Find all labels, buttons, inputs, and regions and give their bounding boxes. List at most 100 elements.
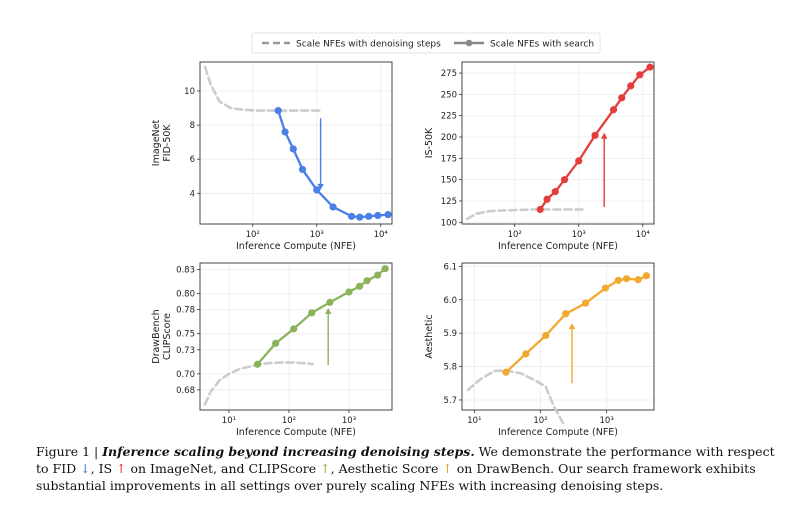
search-series-point [308, 309, 316, 317]
y-tick-label: 100 [441, 218, 457, 228]
chart-panel-3: 10¹ 10² 10³ 0.68 0.70 0.73 0.75 0.78 0.80 0.83 Inf… [151, 262, 393, 438]
baseline-series-line [203, 65, 324, 112]
improvement-arrow-head [317, 183, 324, 190]
x-axis-label: Inference Compute (NFE) [498, 427, 618, 438]
search-series-point [326, 298, 334, 306]
gridlines [200, 62, 392, 224]
caption-title: Inference scaling beyond increasing deno… [102, 444, 475, 459]
caption-text-1: We demonstrate the performance with resp… [36, 444, 775, 476]
search-series-point [642, 272, 651, 280]
gridlines [462, 62, 654, 224]
chart-panel-1: 10² 10³ 10⁴ 4 6 8 10 Inference Compute (NFE) Ima… [151, 61, 393, 252]
y-axis-label: FID-50K [162, 124, 173, 162]
caption-text-3: on ImageNet, and CLIPScore [126, 461, 321, 476]
x-axis-label: Inference Compute (NFE) [498, 241, 618, 252]
y-tick-label: 0.70 [176, 370, 195, 380]
search-series-line [505, 274, 647, 374]
caption-aesthetic-arrow: ↑ [442, 461, 453, 476]
y-tick-label: 0.75 [176, 330, 195, 340]
y-tick-label: 6 [190, 155, 195, 165]
search-series-point [627, 82, 635, 90]
search-series-point [562, 310, 570, 318]
x-tick-label: 10² [508, 230, 522, 240]
y-tick-label: 8 [190, 121, 195, 131]
x-tick-label: 10³ [600, 416, 614, 426]
x-axis-label: Inference Compute (NFE) [236, 241, 356, 252]
search-series-point [522, 350, 530, 358]
caption-is-arrow: ↑ [116, 461, 127, 476]
search-series-point [622, 275, 631, 283]
caption-label: Figure 1 | [36, 444, 99, 459]
search-series-point [272, 339, 280, 347]
search-series-point [290, 325, 298, 333]
caption-clipscore-arrow: ↑ [320, 461, 331, 476]
chart-panel-2: 10² 10³ 10⁴ 100 125 150 175 200 225 250 275 Inferen… [424, 61, 655, 252]
search-series-point [274, 107, 282, 115]
y-axis-label: ImageNet [151, 120, 162, 167]
y-axis-label: Aesthetic [424, 314, 435, 358]
search-series-point [634, 276, 642, 284]
y-tick-label: 225 [441, 112, 457, 122]
improvement-arrow-head [600, 132, 608, 139]
search-series-point [374, 211, 382, 220]
search-series-point [374, 271, 382, 279]
search-series-point [356, 213, 364, 221]
y-tick-label: 0.80 [176, 290, 195, 300]
y-tick-label: 5.8 [443, 363, 457, 373]
gridlines [462, 263, 654, 410]
search-series-point [329, 203, 337, 211]
baseline-series-line [465, 208, 586, 221]
x-tick-label: 10⁴ [374, 230, 389, 240]
search-series-point [591, 131, 599, 139]
y-tick-label: 150 [441, 176, 457, 186]
x-tick-label: 10² [533, 416, 547, 426]
search-series-point [313, 186, 321, 194]
search-series-point [560, 176, 569, 184]
search-series-point [618, 94, 626, 102]
search-series-point [502, 368, 510, 376]
search-series-point [581, 299, 590, 307]
search-series-point [551, 188, 559, 196]
search-series-point [381, 265, 389, 273]
search-series-point [543, 195, 551, 203]
y-tick-label: 5.7 [443, 396, 457, 406]
search-series-line [277, 110, 389, 219]
y-axis-label: CLIPScore [162, 313, 173, 360]
x-tick-label: 10² [282, 416, 296, 426]
x-tick-label: 10⁴ [636, 230, 651, 240]
y-tick-label: 0.73 [176, 346, 195, 356]
search-series-point [636, 71, 644, 79]
x-axis-label: Inference Compute (NFE) [236, 427, 356, 438]
axes-frame [199, 61, 393, 225]
y-tick-label: 10 [184, 87, 195, 97]
improvement-arrow-head [568, 323, 576, 330]
legend-search-label: Scale NFEs with search [490, 40, 594, 50]
search-series-point [646, 63, 654, 71]
axes-frame [199, 262, 393, 411]
legend: Scale NFEs with denoising steps Scale NF… [251, 32, 601, 54]
y-tick-label: 175 [441, 154, 457, 164]
search-series-point [536, 205, 544, 214]
x-tick-label: 10³ [572, 230, 586, 240]
search-series-point [253, 360, 262, 368]
y-axis-label: IS-50K [424, 127, 435, 158]
legend-search-marker [465, 39, 473, 47]
y-tick-label: 0.83 [176, 265, 195, 275]
search-series-point [347, 212, 356, 220]
y-tick-label: 0.78 [176, 306, 195, 316]
search-series-point [384, 211, 392, 219]
y-tick-label: 6.1 [443, 262, 457, 272]
caption-fid-arrow: ↓ [80, 461, 91, 476]
y-axis-label: DrawBench [151, 309, 162, 363]
search-series-point [609, 106, 618, 114]
y-tick-label: 275 [441, 69, 457, 79]
search-series-point [355, 282, 364, 290]
caption-text-4: , Aesthetic Score [330, 461, 443, 476]
x-tick-label: 10¹ [222, 416, 236, 426]
x-tick-label: 10² [246, 230, 260, 240]
y-tick-label: 200 [441, 133, 457, 143]
y-tick-label: 250 [441, 90, 457, 100]
x-tick-label: 10³ [342, 416, 356, 426]
search-series-point [363, 277, 371, 285]
x-tick-label: 10¹ [467, 416, 481, 426]
